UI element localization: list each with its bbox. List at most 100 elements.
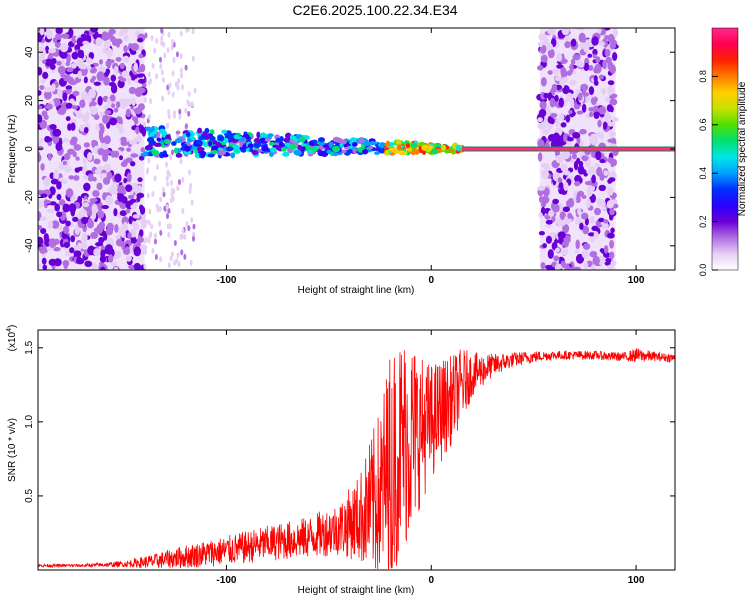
signal-blob — [282, 151, 290, 157]
noise-blob — [547, 70, 553, 75]
noise-blob — [46, 137, 53, 142]
noise-blob — [118, 30, 125, 37]
noise-blob — [544, 42, 553, 51]
signal-blob — [368, 145, 374, 150]
noise-blob — [547, 28, 556, 35]
noise-blob — [545, 219, 553, 225]
sparse-noise-blob — [153, 175, 157, 182]
axis-ticks-2: -100 0 100 0.5 1.0 1.5 — [24, 330, 675, 586]
noise-blob — [42, 71, 49, 80]
noise-blob — [125, 208, 131, 214]
noise-blob — [118, 102, 126, 108]
noise-blob — [125, 184, 133, 192]
y-multiplier-close: ) — [7, 325, 18, 328]
noise-blob — [560, 67, 567, 75]
sparse-noise-blob — [147, 79, 151, 86]
noise-blob — [560, 122, 567, 128]
noise-blob — [132, 214, 140, 219]
signal-blob — [405, 143, 411, 148]
noise-blob — [105, 59, 112, 68]
noise-blob — [557, 203, 564, 213]
noise-blob — [606, 200, 614, 209]
noise-blob — [65, 116, 71, 122]
noise-blob — [537, 152, 543, 162]
sparse-noise-blob — [176, 84, 180, 91]
noise-blob — [47, 153, 52, 161]
signal-blob — [149, 132, 155, 137]
noise-blob — [574, 180, 581, 187]
x-axis-label-2: Height of straight line (km) — [298, 585, 415, 596]
noise-blob — [592, 255, 600, 266]
noise-blob — [89, 66, 98, 74]
sparse-noise-blob — [151, 191, 155, 198]
noise-blob — [593, 231, 599, 239]
signal-blob — [336, 137, 343, 144]
sparse-noise-blob — [169, 197, 173, 204]
signal-blob — [195, 141, 203, 145]
noise-blob — [135, 126, 140, 135]
axis-ticks-1: -100 0 100 -40 -20 0 20 40 — [24, 28, 675, 286]
sparse-noise-blob — [147, 219, 151, 226]
noise-blob — [81, 240, 88, 250]
noise-blob — [102, 114, 110, 125]
signal-blob — [260, 133, 268, 138]
noise-blob — [572, 132, 581, 139]
noise-blob — [594, 162, 600, 168]
noise-blob — [541, 195, 550, 204]
noise-blob — [126, 75, 132, 85]
noise-blob — [609, 239, 615, 249]
noise-blob — [70, 62, 77, 69]
noise-blob — [537, 139, 544, 148]
noise-blob — [54, 40, 61, 48]
noise-blob — [612, 52, 618, 61]
noise-blob — [130, 153, 139, 158]
sparse-noise-blob — [158, 220, 162, 227]
y-multiplier-base: (x10 — [7, 331, 18, 351]
noise-blob — [56, 193, 62, 201]
noise-blob — [540, 77, 547, 87]
signal-blob — [223, 146, 228, 152]
noise-blob — [543, 92, 549, 99]
noise-blob — [139, 229, 144, 237]
noise-blob — [545, 235, 553, 244]
noise-blob — [612, 28, 619, 38]
signal-blob — [268, 141, 276, 146]
noise-blob — [113, 107, 119, 113]
sparse-noise-blob — [171, 38, 175, 45]
sparse-noise-blob — [160, 35, 164, 42]
sparse-noise-blob — [166, 213, 170, 220]
noise-blob — [65, 220, 71, 227]
noise-blob — [49, 172, 55, 180]
noise-blob — [583, 261, 589, 269]
sparse-noise-blob — [190, 199, 194, 206]
noise-blob — [63, 74, 72, 82]
colorbar-tick-label: 0.4 — [698, 167, 708, 180]
signal-blob — [379, 147, 385, 154]
y-tick-label: -20 — [24, 190, 35, 205]
sparse-noise-blob — [143, 263, 147, 270]
colorbar-ticks: 0.0 0.2 0.4 0.6 0.8 — [698, 70, 718, 276]
signal-blob — [448, 148, 454, 153]
noise-blob — [544, 223, 552, 228]
sparse-noise-blob — [181, 207, 185, 214]
noise-blob — [102, 177, 111, 185]
noise-blob — [602, 60, 607, 70]
signal-blob — [196, 146, 205, 152]
noise-blob — [130, 42, 140, 52]
noise-blob — [121, 196, 128, 204]
y-multiplier-exp: 4 — [6, 328, 13, 332]
noise-blob — [593, 111, 600, 119]
signal-blob — [317, 137, 326, 143]
noise-blob — [141, 82, 147, 88]
sparse-noise-blob — [179, 30, 183, 37]
noise-blob — [38, 90, 42, 96]
noise-blob — [123, 45, 128, 53]
noise-blob — [105, 227, 114, 236]
noise-blob — [565, 114, 571, 123]
noise-blob — [597, 119, 602, 128]
sparse-noise-blob — [168, 82, 172, 89]
sparse-noise-blob — [187, 169, 191, 176]
noise-blob — [63, 241, 71, 249]
noise-blob — [542, 243, 547, 249]
noise-blob — [579, 128, 587, 135]
